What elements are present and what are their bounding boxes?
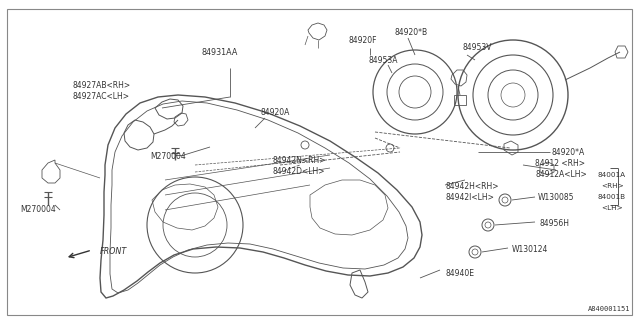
Text: 84940E: 84940E xyxy=(445,268,474,277)
Text: 84920*B: 84920*B xyxy=(394,28,427,36)
Text: A840001151: A840001151 xyxy=(588,306,630,312)
Text: 84953V: 84953V xyxy=(462,43,492,52)
Text: 84920F: 84920F xyxy=(348,36,376,44)
Text: 84912 <RH>: 84912 <RH> xyxy=(535,158,585,167)
Text: 84001B: 84001B xyxy=(598,194,626,200)
Text: 84001A: 84001A xyxy=(598,172,626,178)
Text: 84912A<LH>: 84912A<LH> xyxy=(535,170,587,179)
Text: 84956H: 84956H xyxy=(540,220,570,228)
Text: M270004: M270004 xyxy=(150,151,186,161)
Text: <LH>: <LH> xyxy=(601,205,623,211)
Text: FRONT: FRONT xyxy=(100,247,127,257)
Text: 84927AC<LH>: 84927AC<LH> xyxy=(72,92,129,100)
Text: 84942I<LH>: 84942I<LH> xyxy=(445,194,494,203)
Text: 84942N<RH>: 84942N<RH> xyxy=(272,156,326,164)
Text: 84942D<LH>: 84942D<LH> xyxy=(272,166,324,175)
Text: 84931AA: 84931AA xyxy=(202,47,238,57)
Text: W130124: W130124 xyxy=(512,245,548,254)
Text: 84953A: 84953A xyxy=(368,55,397,65)
Text: <RH>: <RH> xyxy=(601,183,624,189)
Text: W130085: W130085 xyxy=(538,194,575,203)
Text: 84920A: 84920A xyxy=(260,108,289,116)
Text: 84942H<RH>: 84942H<RH> xyxy=(445,181,499,190)
Text: 84920*A: 84920*A xyxy=(552,148,585,156)
Text: M270004: M270004 xyxy=(20,205,56,214)
Text: 84927AB<RH>: 84927AB<RH> xyxy=(72,81,130,90)
